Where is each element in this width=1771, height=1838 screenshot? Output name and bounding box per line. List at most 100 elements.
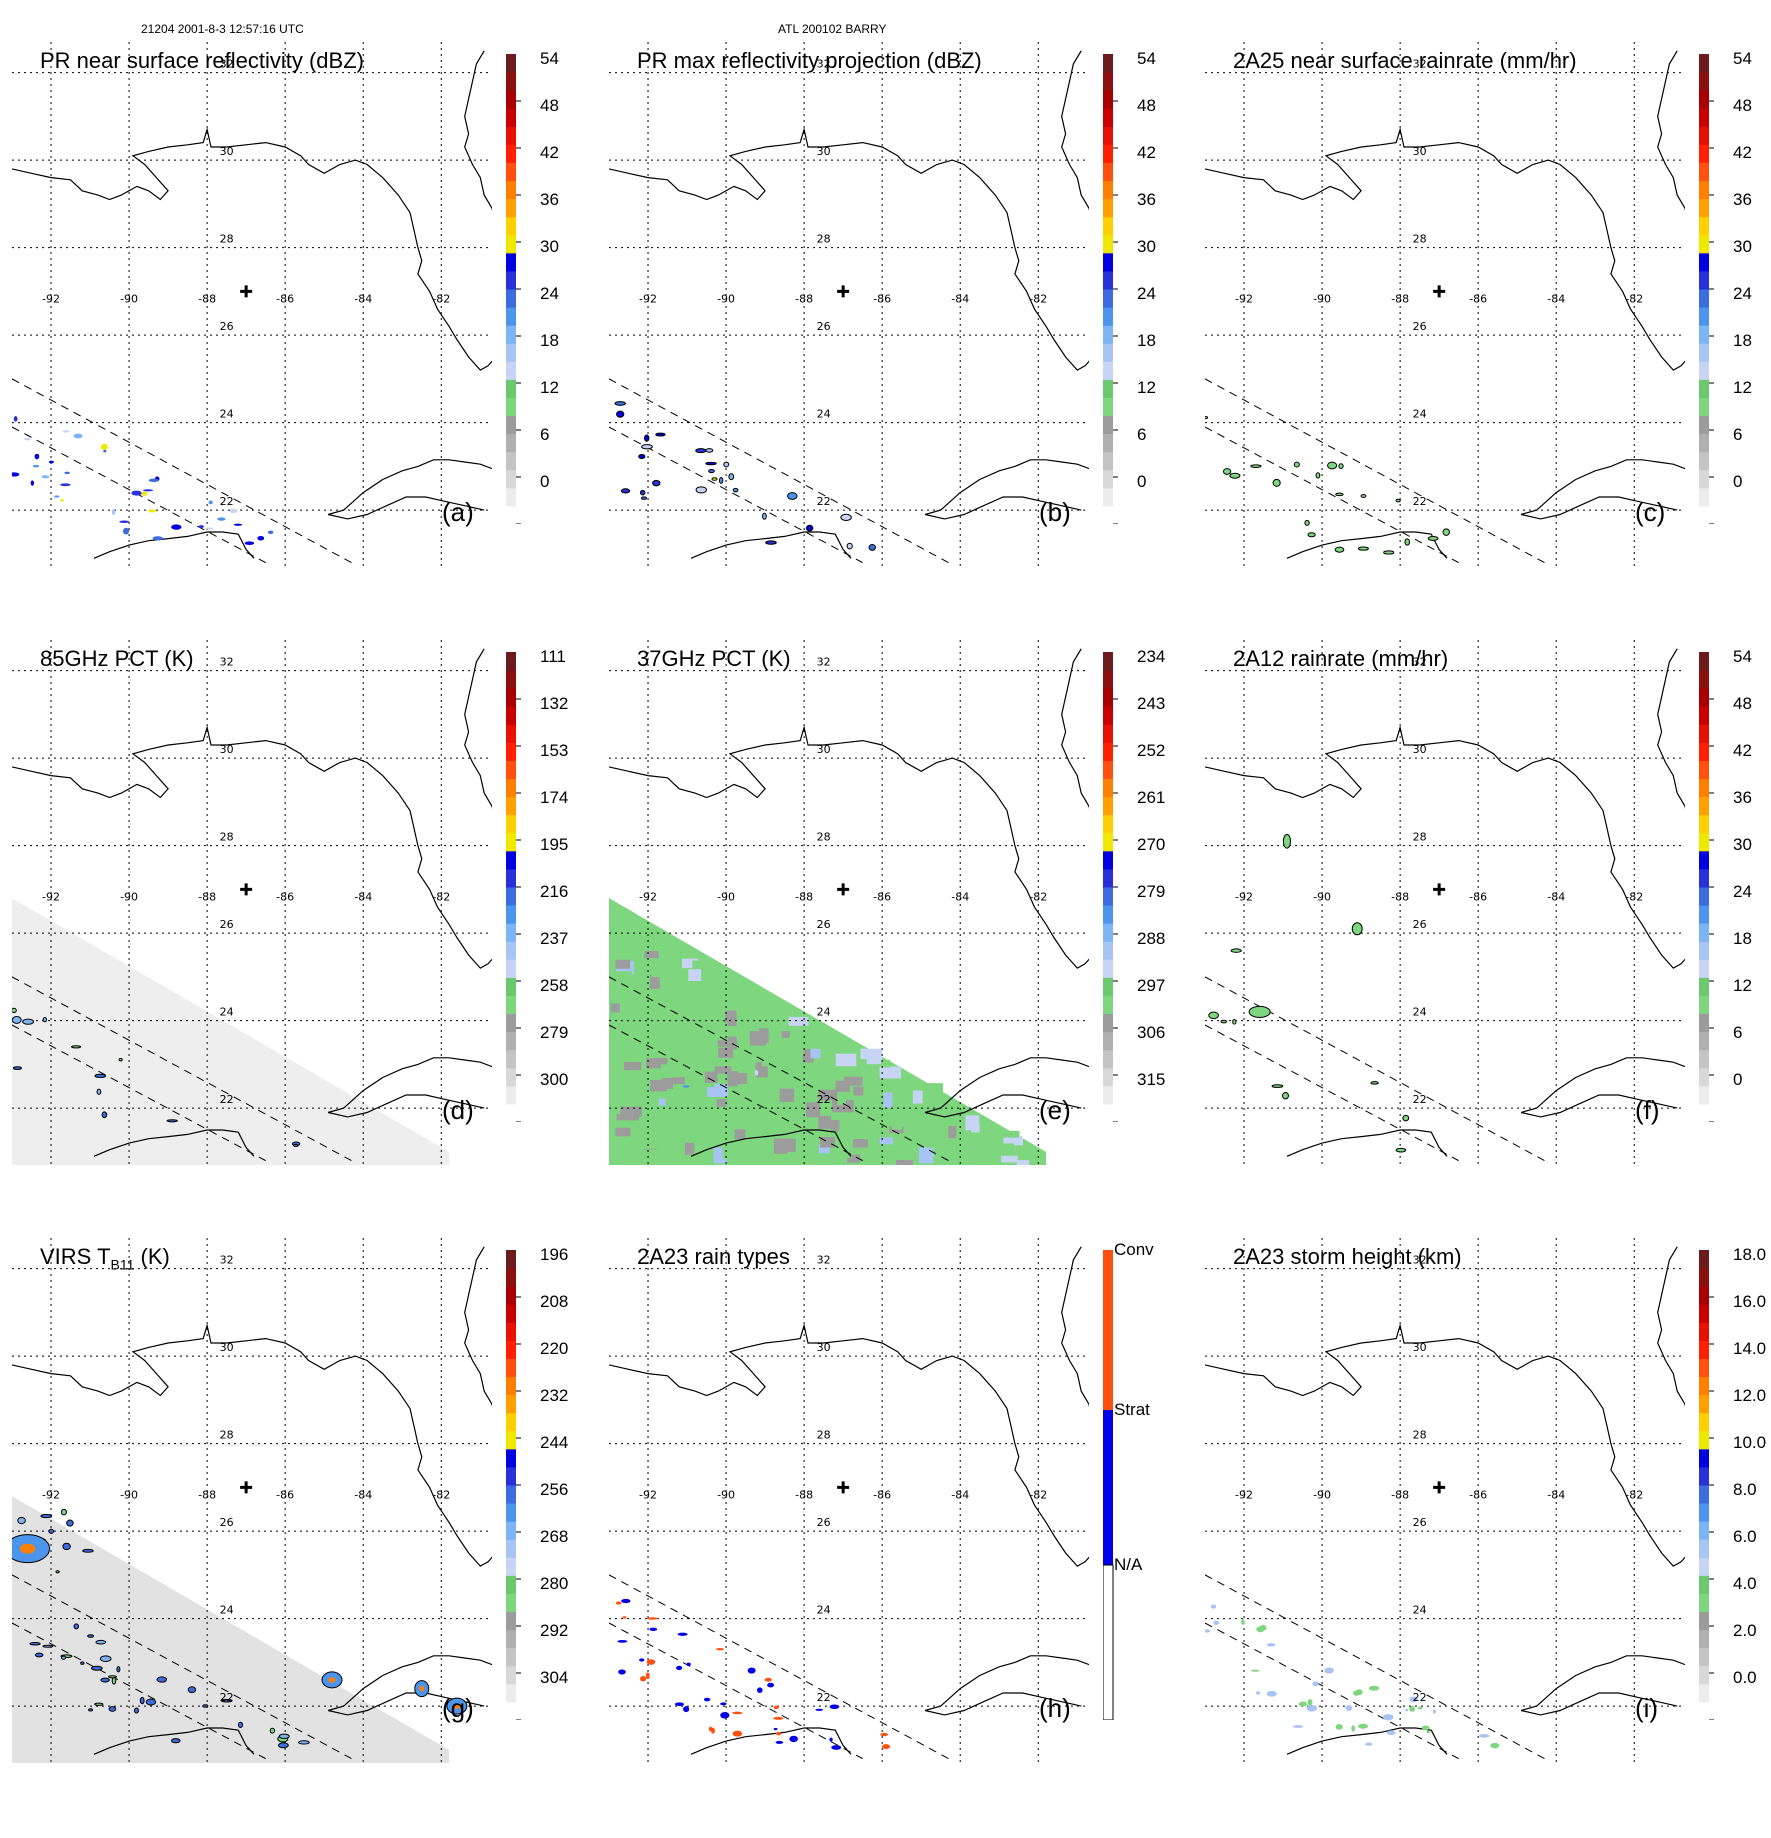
pr-swath-edge: [1205, 378, 1545, 564]
colorbar-tick-label: 18: [1137, 331, 1156, 350]
colorbar-tick-label: 42: [540, 143, 559, 162]
colorbar-bin: [506, 995, 516, 1015]
coastline: [93, 1727, 255, 1755]
cold-cloud-core: [328, 1677, 336, 1683]
panel-title: 2A12 rainrate (mm/hr): [1233, 646, 1448, 672]
rain-echo: [30, 480, 35, 486]
colorbar-bin: [1103, 1103, 1113, 1122]
rain-echo: [66, 1519, 74, 1527]
pct-pixel: [688, 969, 702, 981]
panel-title-text: 37GHz PCT (K): [637, 646, 791, 671]
latitude-label: 26: [817, 320, 831, 333]
rain-echo: [148, 478, 159, 483]
colorbar-bin: [506, 1430, 516, 1450]
panel-title: 2A25 near surface rainrate (mm/hr): [1233, 48, 1577, 74]
rain-echo: [1298, 1701, 1308, 1707]
latitude-label: 22: [817, 495, 831, 508]
colorbar-strat-segment: [1103, 1410, 1113, 1565]
colorbar-tick-label: 6: [1733, 425, 1743, 444]
latitude-label: 30: [817, 145, 831, 158]
rain-echo: [1360, 493, 1367, 498]
colorbar-bin: [1103, 505, 1113, 524]
colorbar-bin: [1103, 832, 1113, 852]
pr-swath-edge: [609, 378, 949, 564]
pct-pixel: [681, 958, 699, 969]
colorbar-bin: [506, 1521, 516, 1540]
colorbar-bin: [1699, 1647, 1709, 1667]
rain-echo: [1383, 550, 1395, 555]
colorbar-bin: [1699, 868, 1709, 888]
colorbar-tick-label: 42: [1733, 143, 1752, 162]
colorbar-bin: [506, 814, 516, 834]
rain-echo: [1405, 1708, 1409, 1712]
pct-pixel: [880, 1060, 891, 1068]
rain-echo: [1417, 1706, 1423, 1710]
longitude-label: -84: [1547, 1488, 1565, 1501]
rain-echo: [614, 401, 626, 406]
colorbar-bin: [1699, 126, 1709, 145]
rain-echo: [655, 432, 666, 437]
coastline: [924, 1057, 1089, 1114]
pct-pixel: [729, 1117, 744, 1126]
colorbar-bin: [1699, 742, 1709, 761]
pct-pixel: [728, 1073, 748, 1084]
pct-pixel: [853, 1086, 864, 1096]
rain-echo: [1409, 1705, 1416, 1712]
colorbar-bin: [506, 433, 516, 453]
colorbar: [1103, 54, 1118, 524]
colorbar-bin: [506, 162, 516, 182]
longitude-label: -84: [354, 292, 372, 305]
longitude-label: -84: [1547, 292, 1565, 305]
colorbar-tick-label: 195: [540, 835, 569, 854]
rain-echo: [773, 1727, 778, 1731]
colorbar: [1699, 652, 1714, 1122]
colorbar-bin: [1103, 72, 1113, 91]
latitude-label: 26: [817, 918, 831, 931]
pct-pixel: [734, 1129, 746, 1140]
pct-pixel: [727, 1036, 737, 1050]
colorbar-bin: [1699, 361, 1709, 380]
rain-echo: [119, 520, 130, 524]
rain-echo: [1421, 1725, 1430, 1731]
rain-echo: [652, 479, 661, 487]
coastline: [1520, 1692, 1678, 1716]
colorbar-bin: [506, 760, 516, 780]
colorbar-tick-label: 261: [1137, 788, 1166, 807]
latitude-label: 30: [1413, 743, 1427, 756]
colorbar-bin: [506, 234, 516, 254]
colorbar-bin: [1699, 959, 1709, 978]
map-plot: -92 -90 -88 -86 -84 -82 32 30 28 26 24 22: [1205, 42, 1685, 567]
latitude-label: 22: [220, 495, 234, 508]
latitude-label: 30: [220, 145, 234, 158]
storm-center-marker: [240, 1481, 253, 1494]
colorbar-tick-label: Strat: [1114, 1400, 1150, 1419]
rain-echo: [17, 1516, 26, 1525]
pr-swath-edge: [609, 1622, 863, 1760]
colorbar-bin: [506, 54, 516, 73]
coastline: [93, 1129, 255, 1157]
rain-echo: [1335, 492, 1344, 497]
rain-echo: [640, 1676, 647, 1682]
rain-echo: [703, 1697, 711, 1702]
colorbar-bin: [1699, 72, 1709, 91]
colorbar-bin: [1699, 670, 1709, 689]
header-orbit-time: 21204 2001-8-3 12:57:16 UTC: [141, 22, 304, 36]
rain-echo: [775, 1732, 782, 1736]
colorbar-bin: [1699, 887, 1709, 906]
rain-echo: [638, 453, 646, 460]
rain-echo: [60, 483, 71, 487]
colorbar-tick-label: 24: [540, 284, 559, 303]
rain-echo: [111, 509, 116, 515]
pct-pixel: [727, 1071, 738, 1087]
latitude-label: 24: [817, 408, 831, 421]
colorbar-bin: [1699, 415, 1709, 435]
panel-title-text: PR max reflectivity projection (dBZ): [637, 48, 982, 73]
colorbar: [506, 54, 521, 524]
colorbar-tick-label: 12: [1733, 378, 1752, 397]
colorbar-bin: [506, 887, 516, 906]
longitude-label: -86: [873, 1488, 891, 1501]
colorbar-bin: [1699, 652, 1709, 671]
pr-swath-edge: [12, 1024, 266, 1162]
pct-pixel: [806, 1102, 820, 1118]
rain-echo: [1213, 1620, 1220, 1626]
